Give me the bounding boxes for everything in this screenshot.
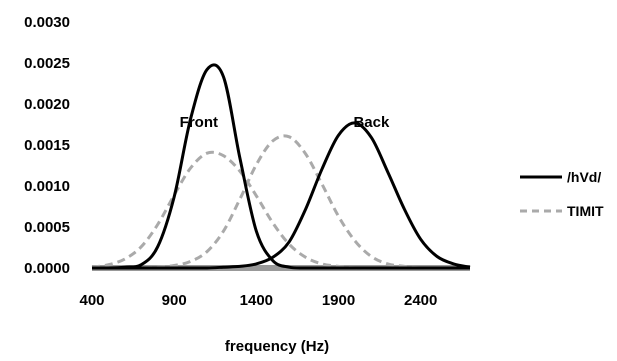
x-axis-title: frequency (Hz) bbox=[225, 338, 329, 355]
series-line-hvd-back bbox=[92, 121, 471, 270]
annotations: Front Back bbox=[180, 114, 390, 131]
x-tick-label: 900 bbox=[162, 292, 187, 309]
x-tick-label: 400 bbox=[79, 292, 104, 309]
y-tick-label: 0.0000 bbox=[24, 260, 70, 277]
series-line-hvd-front bbox=[91, 63, 470, 270]
y-tick-label: 0.0010 bbox=[24, 178, 70, 195]
y-axis-ticks: 0.0000 0.0005 0.0010 0.0015 0.0020 0.0025 0.00… bbox=[24, 14, 70, 277]
y-tick-label: 0.0020 bbox=[24, 96, 70, 113]
y-tick-label: 0.0030 bbox=[24, 14, 70, 31]
y-tick-label: 0.0005 bbox=[24, 219, 70, 236]
series-line-timit-back bbox=[92, 134, 470, 270]
x-tick-label: 1400 bbox=[240, 292, 273, 309]
x-tick-label: 1900 bbox=[322, 292, 355, 309]
legend-label: /hVd/ bbox=[567, 169, 601, 185]
legend-label: TIMIT bbox=[567, 203, 604, 219]
annotation-back: Back bbox=[353, 114, 390, 131]
annotation-front: Front bbox=[180, 114, 218, 131]
x-tick-label: 2400 bbox=[404, 292, 437, 309]
series-layer bbox=[91, 63, 471, 271]
y-tick-label: 0.0015 bbox=[24, 137, 70, 154]
y-tick-label: 0.0025 bbox=[24, 55, 70, 72]
x-axis-ticks: 400 900 1400 1900 2400 bbox=[79, 292, 437, 309]
legend: /hVd/TIMIT bbox=[520, 169, 604, 219]
